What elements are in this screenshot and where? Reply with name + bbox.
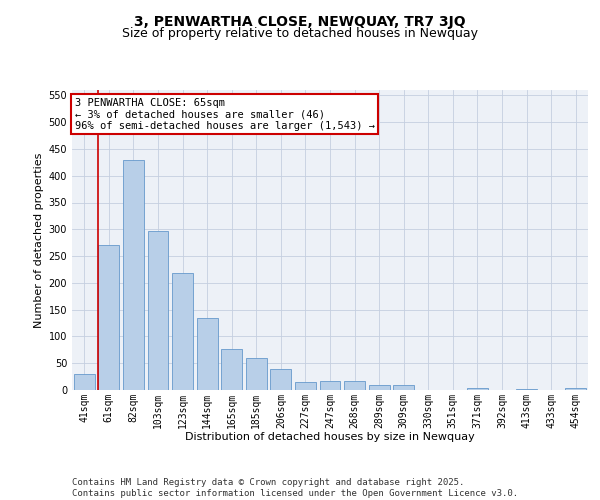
Bar [344,381,365,390]
Bar [565,388,586,390]
Bar [123,160,144,390]
Bar [271,368,292,390]
Bar [467,388,488,390]
Text: 3, PENWARTHA CLOSE, NEWQUAY, TR7 3JQ: 3, PENWARTHA CLOSE, NEWQUAY, TR7 3JQ [134,15,466,29]
Bar [172,273,193,390]
Bar [393,384,414,390]
Bar [221,349,242,390]
Bar [368,385,389,390]
Text: Contains HM Land Registry data © Crown copyright and database right 2025.
Contai: Contains HM Land Registry data © Crown c… [72,478,518,498]
Text: Size of property relative to detached houses in Newquay: Size of property relative to detached ho… [122,28,478,40]
Y-axis label: Number of detached properties: Number of detached properties [34,152,44,328]
Bar [98,246,119,390]
Bar [295,382,316,390]
Bar [197,318,218,390]
X-axis label: Distribution of detached houses by size in Newquay: Distribution of detached houses by size … [185,432,475,442]
Bar [148,231,169,390]
Bar [320,382,340,390]
Bar [516,389,537,390]
Bar [74,374,95,390]
Bar [246,358,267,390]
Text: 3 PENWARTHA CLOSE: 65sqm
← 3% of detached houses are smaller (46)
96% of semi-de: 3 PENWARTHA CLOSE: 65sqm ← 3% of detache… [74,98,374,130]
